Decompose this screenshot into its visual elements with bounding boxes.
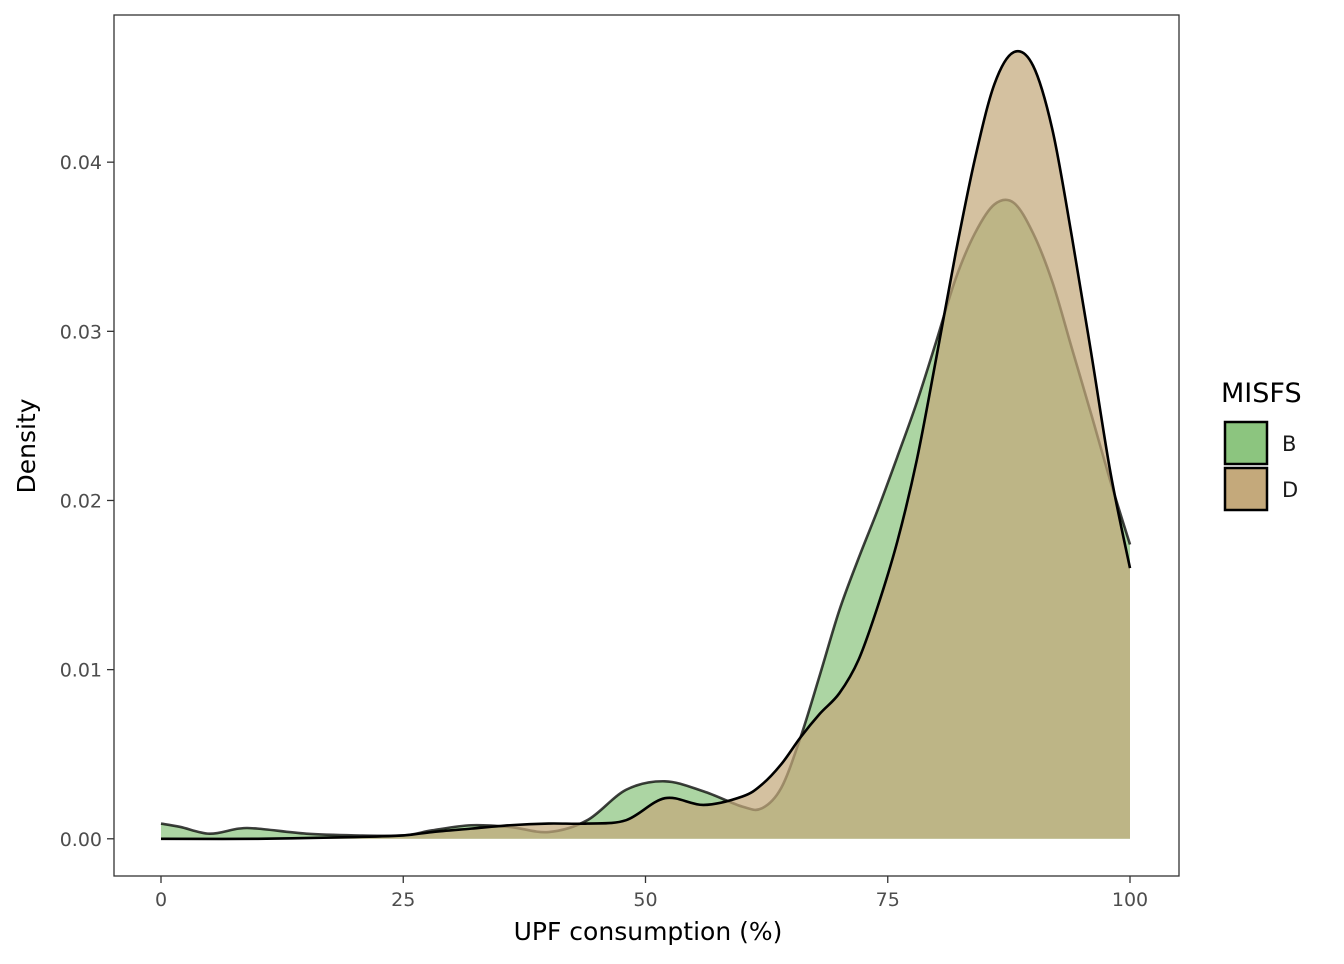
x-tick-label: 100	[1112, 889, 1148, 911]
x-tick-label: 25	[391, 889, 415, 911]
legend-key-B	[1223, 420, 1269, 466]
legend-title: MISFS	[1221, 378, 1302, 409]
legend: MISFS BD	[1221, 378, 1302, 512]
legend-label-B: B	[1282, 432, 1296, 456]
x-tick-label: 0	[155, 889, 167, 911]
legend-key-D	[1223, 466, 1269, 512]
plot-border	[113, 14, 1180, 877]
density-area-D	[161, 51, 1130, 839]
y-axis-title: Density	[12, 398, 41, 493]
x-axis-title: UPF consumption (%)	[514, 917, 783, 946]
y-tick-label: 0.01	[60, 660, 102, 682]
y-tick-label: 0.04	[60, 152, 102, 174]
y-tick-label: 0.02	[60, 490, 102, 512]
x-tick-label: 75	[876, 889, 900, 911]
density-line-D	[160, 49, 1132, 841]
y-tick-label: 0.00	[60, 829, 102, 851]
y-tick-label: 0.03	[60, 321, 102, 343]
legend-label-D: D	[1282, 478, 1298, 502]
x-tick-label: 50	[633, 889, 657, 911]
